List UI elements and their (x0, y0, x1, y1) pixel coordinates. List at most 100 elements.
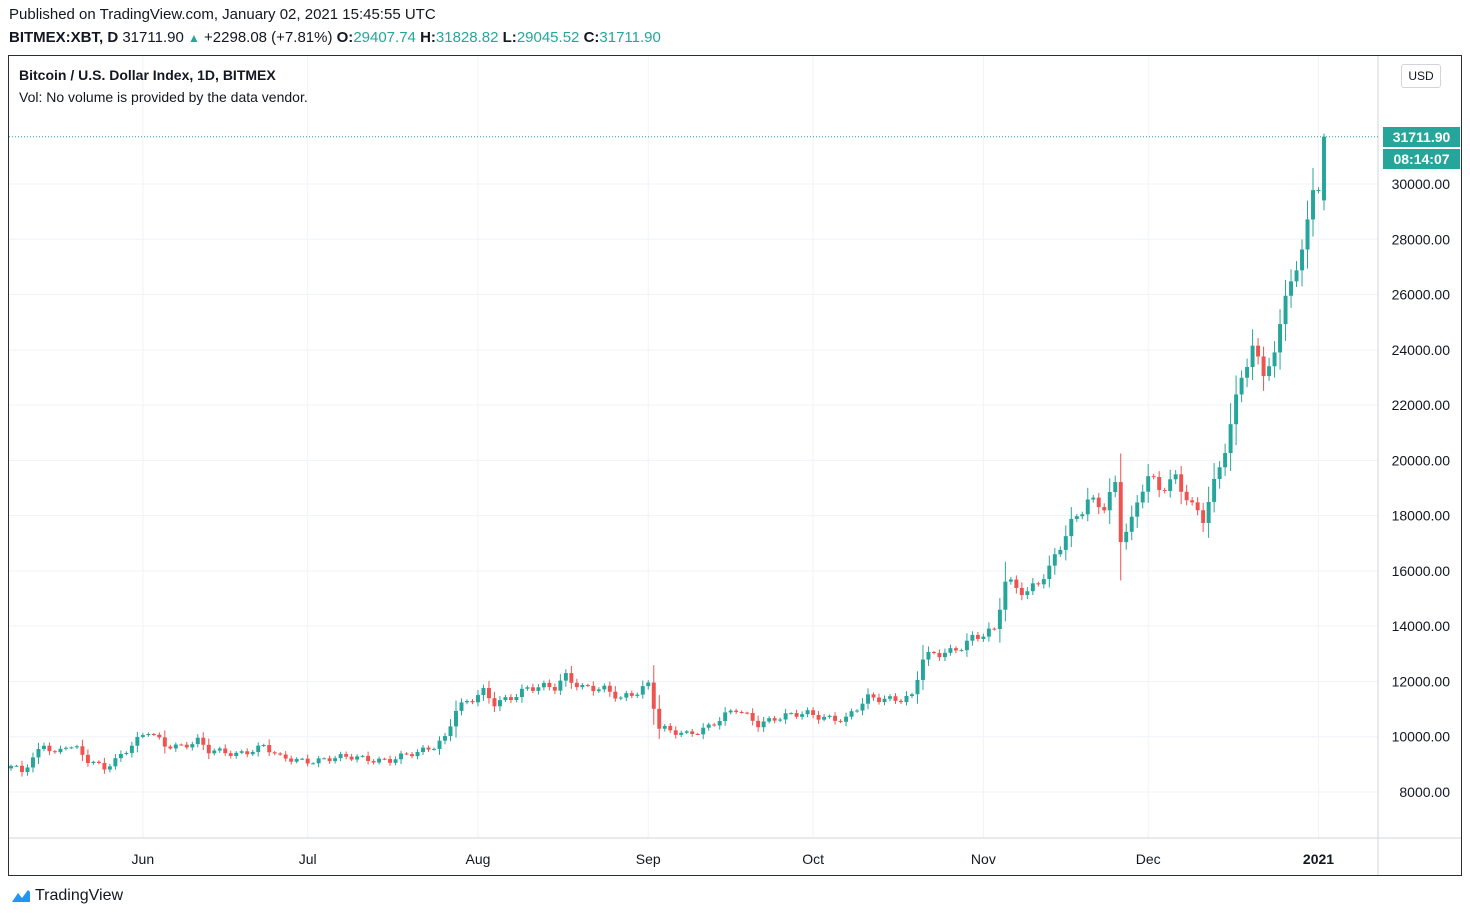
candle-body (1140, 491, 1145, 503)
high-value: 31828.82 (435, 29, 499, 46)
candle-body (1069, 518, 1074, 537)
y-tick-label: 26000.00 (1392, 287, 1451, 303)
candle-body (1019, 587, 1024, 596)
candle-body (1080, 514, 1085, 517)
candle-body (844, 716, 849, 722)
candle-body (794, 713, 799, 717)
y-tick-label: 8000.00 (1399, 784, 1450, 800)
candle-body (327, 758, 332, 762)
open-label: O: (336, 29, 354, 46)
candle-body (1289, 281, 1294, 296)
candle-body (481, 688, 486, 696)
candle-body (393, 759, 398, 763)
candle-body (355, 756, 360, 760)
candle-body (563, 673, 568, 681)
candle-body (1146, 476, 1151, 492)
candle-body (552, 686, 557, 691)
candle-body (322, 758, 327, 760)
candle-body (1195, 502, 1200, 511)
candle-body (234, 752, 239, 756)
candle-body (1223, 453, 1228, 468)
candle-body (783, 713, 788, 720)
candle-body (717, 721, 722, 726)
x-tick-label: 2021 (1303, 851, 1334, 867)
candle-body (1278, 324, 1283, 353)
candle-body (289, 758, 294, 762)
candle-body (596, 689, 601, 692)
candle-body (1234, 394, 1239, 425)
candle-body (1267, 366, 1272, 377)
candle-body (20, 765, 24, 773)
candle-body (992, 628, 997, 630)
candle-body (618, 697, 623, 699)
candle-body (58, 748, 63, 753)
candle-body (1256, 345, 1261, 357)
candle-body (245, 751, 250, 755)
candle-body (822, 716, 827, 720)
candle-body (1173, 474, 1178, 480)
candle-body (651, 682, 656, 709)
candle-body (629, 693, 634, 696)
candle-body (1157, 476, 1162, 491)
candle-body (118, 754, 123, 759)
candle-body (1168, 479, 1173, 491)
candle-body (492, 698, 497, 707)
branding-label: TradingView (35, 887, 124, 904)
candle-body (997, 609, 1002, 630)
y-tick-label: 12000.00 (1392, 673, 1451, 689)
candle-body (640, 686, 645, 695)
candle-body (849, 711, 854, 717)
candle-body (855, 710, 860, 712)
candle-body (1107, 492, 1112, 511)
candle-body (909, 694, 914, 696)
candle-body (811, 710, 816, 715)
candle-body (508, 697, 513, 701)
x-tick-label: Oct (802, 851, 824, 867)
candle-body (613, 691, 618, 699)
candle-body (635, 694, 640, 696)
candle-body (679, 732, 684, 735)
candle-body (267, 745, 272, 753)
candle-body (1129, 516, 1134, 532)
candle-body (1085, 499, 1090, 515)
candle-body (1118, 482, 1123, 543)
candle-body (514, 697, 519, 701)
close-label: C: (583, 29, 600, 46)
candle-body (767, 718, 772, 722)
candle-body (212, 750, 217, 754)
candle-body (558, 680, 563, 691)
candle-body (1283, 295, 1288, 325)
candle-body (964, 640, 969, 651)
candle-body (448, 726, 453, 737)
candle-body (888, 696, 892, 699)
candle-body (261, 745, 266, 747)
candle-body (173, 744, 178, 749)
candle-body (1014, 579, 1019, 588)
candle-body (772, 718, 777, 721)
tradingview-logo[interactable]: TradingView (9, 887, 123, 905)
candle-body (410, 754, 415, 757)
candle-body (1151, 476, 1156, 478)
candle-body (536, 687, 541, 691)
currency-button[interactable]: USD (1401, 64, 1441, 88)
candle-body (437, 740, 442, 749)
candle-body (333, 758, 338, 762)
low-value: 29045.52 (516, 29, 580, 46)
candle-body (36, 749, 41, 758)
candle-body (157, 734, 162, 738)
candle-body (602, 685, 607, 690)
candle-body (838, 720, 843, 722)
candle-body (377, 758, 382, 763)
candle-body (201, 737, 206, 745)
candle-body (975, 634, 980, 639)
candle-body (706, 724, 711, 728)
candle-body (684, 731, 689, 733)
candle-body (69, 747, 74, 749)
candle-body (371, 761, 376, 763)
candle-body (278, 753, 283, 755)
candle-body (426, 747, 431, 750)
candle-body (1074, 516, 1079, 519)
candle-body (920, 659, 925, 680)
candle-body (1228, 424, 1233, 454)
